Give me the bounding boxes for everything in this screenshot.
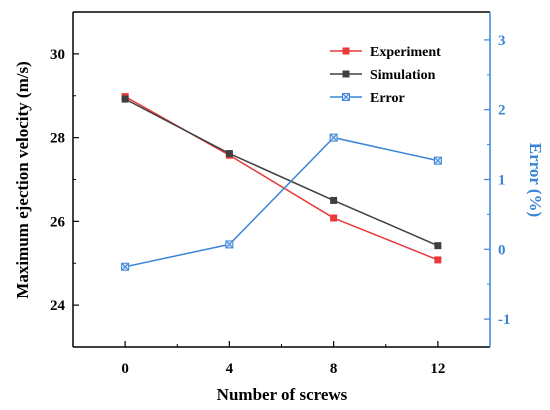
marker-cross bbox=[121, 262, 129, 271]
data-point-simulation bbox=[434, 242, 442, 250]
marker bbox=[434, 256, 442, 264]
y2-axis-title: Error (%) bbox=[526, 143, 545, 217]
marker-cross bbox=[225, 240, 234, 249]
legend-label-simulation: Simulation bbox=[370, 68, 436, 83]
marker bbox=[225, 150, 233, 158]
y-tick-label: 30 bbox=[50, 47, 65, 63]
marker bbox=[121, 95, 129, 103]
y-axis-title: Maximum ejection velocity (m/s) bbox=[13, 61, 32, 298]
data-point-experiment bbox=[330, 214, 338, 222]
y-tick-label: 24 bbox=[50, 298, 66, 314]
data-point-error bbox=[225, 240, 234, 249]
legend-item-simulation: Simulation bbox=[330, 68, 436, 83]
legend-item-error: Error bbox=[330, 91, 405, 106]
y2-tick-label: -1 bbox=[498, 312, 511, 328]
x-tick-label: 4 bbox=[226, 361, 234, 377]
data-point-error bbox=[329, 133, 338, 142]
legend-label-error: Error bbox=[370, 91, 405, 106]
axes: Number of screws Maximum ejection veloci… bbox=[13, 11, 545, 404]
x-tick-label: 8 bbox=[330, 361, 338, 377]
x-tick-label: 12 bbox=[430, 361, 445, 377]
data-point-simulation bbox=[225, 150, 233, 158]
y2-tick-label: 3 bbox=[498, 33, 506, 49]
y-tick-label: 28 bbox=[50, 131, 65, 147]
y2-tick-label: 0 bbox=[498, 242, 506, 258]
marker bbox=[330, 214, 338, 222]
y-tick-label: 26 bbox=[50, 214, 66, 230]
marker-cross bbox=[434, 156, 442, 165]
legend-label-experiment: Experiment bbox=[370, 45, 441, 60]
marker bbox=[434, 242, 442, 250]
data-point-simulation bbox=[330, 196, 338, 204]
legend: Experiment Simulation Error bbox=[330, 45, 441, 106]
data-point-simulation bbox=[121, 95, 129, 103]
marker-cross bbox=[329, 133, 338, 142]
y2-tick-label: 1 bbox=[498, 173, 506, 189]
series-line-simulation bbox=[124, 98, 439, 247]
data-point-experiment bbox=[434, 256, 442, 264]
y2-tick-label: 2 bbox=[498, 103, 506, 119]
marker bbox=[330, 196, 338, 204]
data-point-error bbox=[433, 156, 442, 165]
series-line-error bbox=[124, 136, 439, 268]
x-tick-label: 0 bbox=[121, 361, 129, 377]
legend-item-experiment: Experiment bbox=[330, 45, 441, 60]
data-point-error bbox=[121, 262, 130, 271]
plot-area bbox=[121, 93, 442, 271]
x-axis-title: Number of screws bbox=[217, 385, 348, 404]
series-line-experiment bbox=[124, 95, 439, 261]
